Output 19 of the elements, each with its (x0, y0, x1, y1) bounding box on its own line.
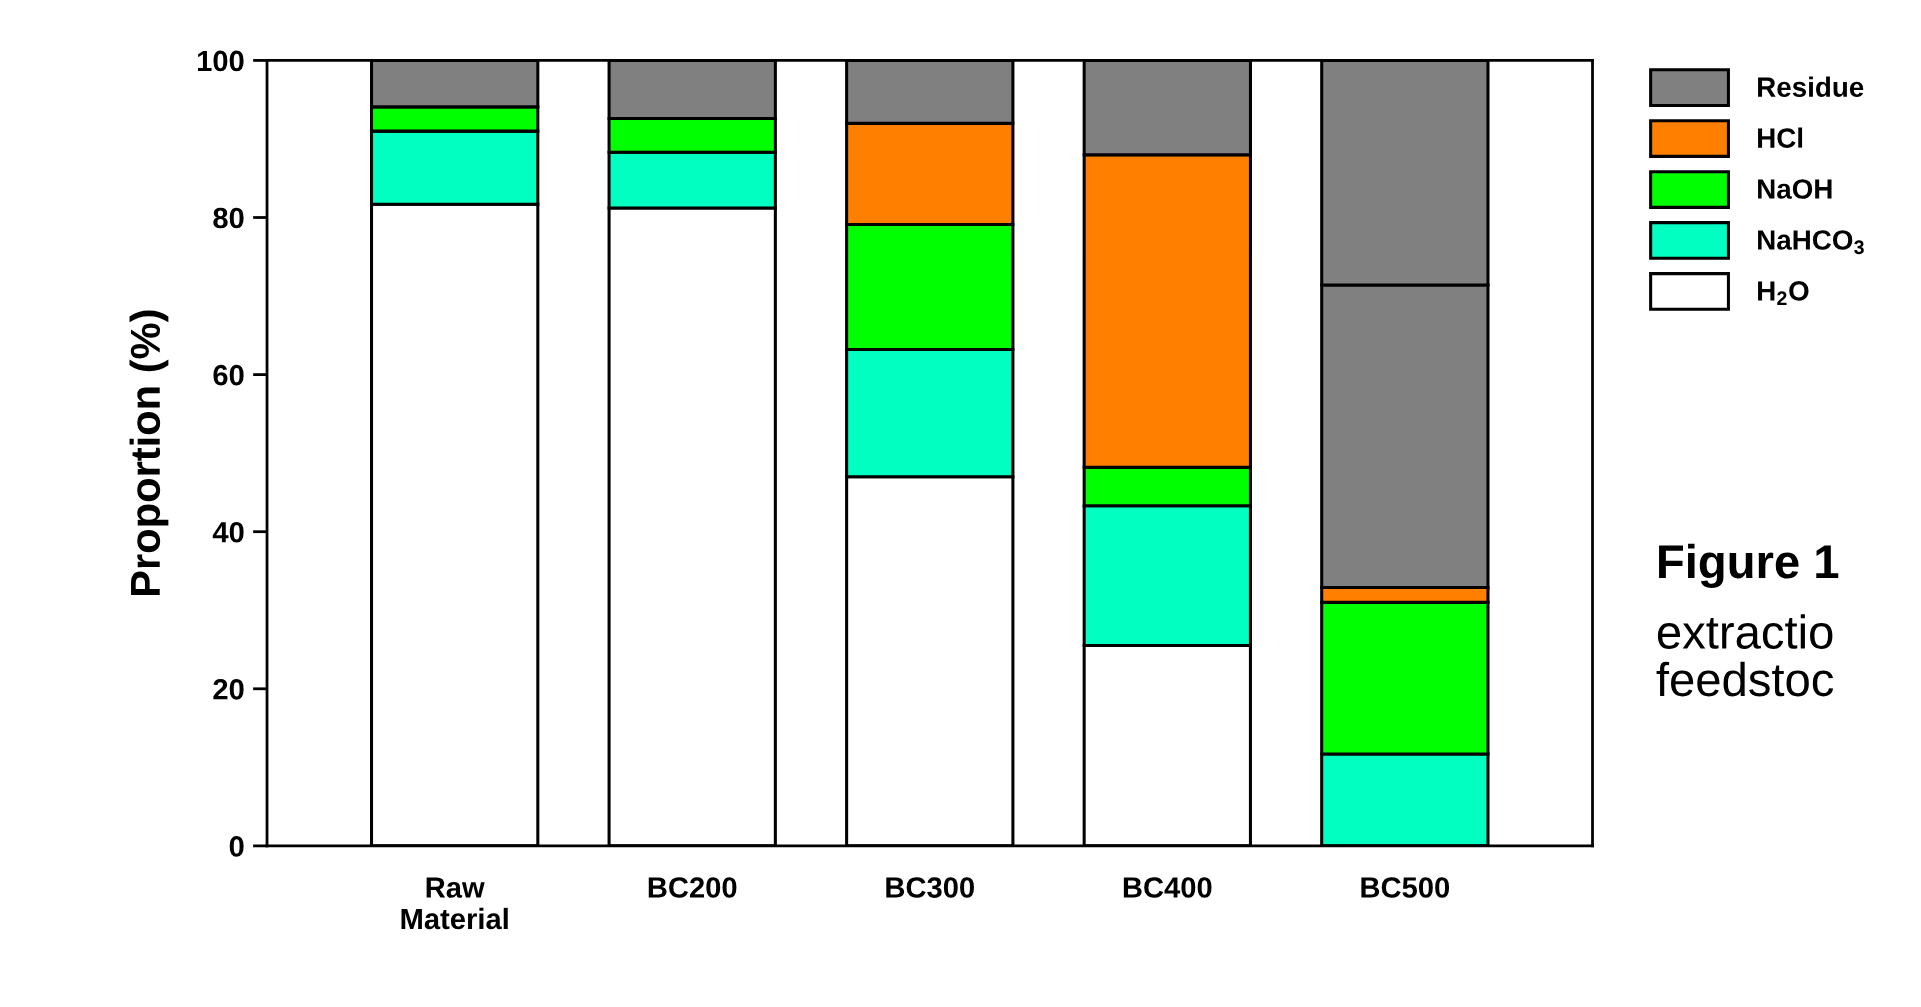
legend-label: Residue (1758, 76, 1864, 97)
y-tick-label: 0 (229, 836, 244, 857)
x-tick-label: BC400 (1123, 877, 1212, 898)
y-tick-label: 100 (197, 50, 244, 72)
x-tick-label: BC500 (1361, 877, 1450, 898)
y-axis-title: Proportion (%) (129, 310, 169, 596)
y-tick-label: 20 (213, 678, 244, 700)
y-tick-label: 80 (213, 207, 244, 229)
legend-label: NaHCO$_{3}$ (1758, 230, 1864, 255)
y-tick-label: 60 (213, 364, 244, 386)
x-tick-label: BC200 (648, 877, 737, 898)
legend-label: HCl (1758, 127, 1803, 148)
legend-label: NaOH (1758, 179, 1832, 199)
text: extractio feedstoc (1656, 614, 1834, 697)
x-tick-label: Raw Material (401, 877, 508, 930)
y-tick-label: 40 (212, 521, 244, 543)
caption: Figure 1 (1659, 543, 1839, 589)
x-tick-label: BC300 (886, 877, 974, 898)
legend-label: H$_{2}$O (1758, 281, 1809, 305)
